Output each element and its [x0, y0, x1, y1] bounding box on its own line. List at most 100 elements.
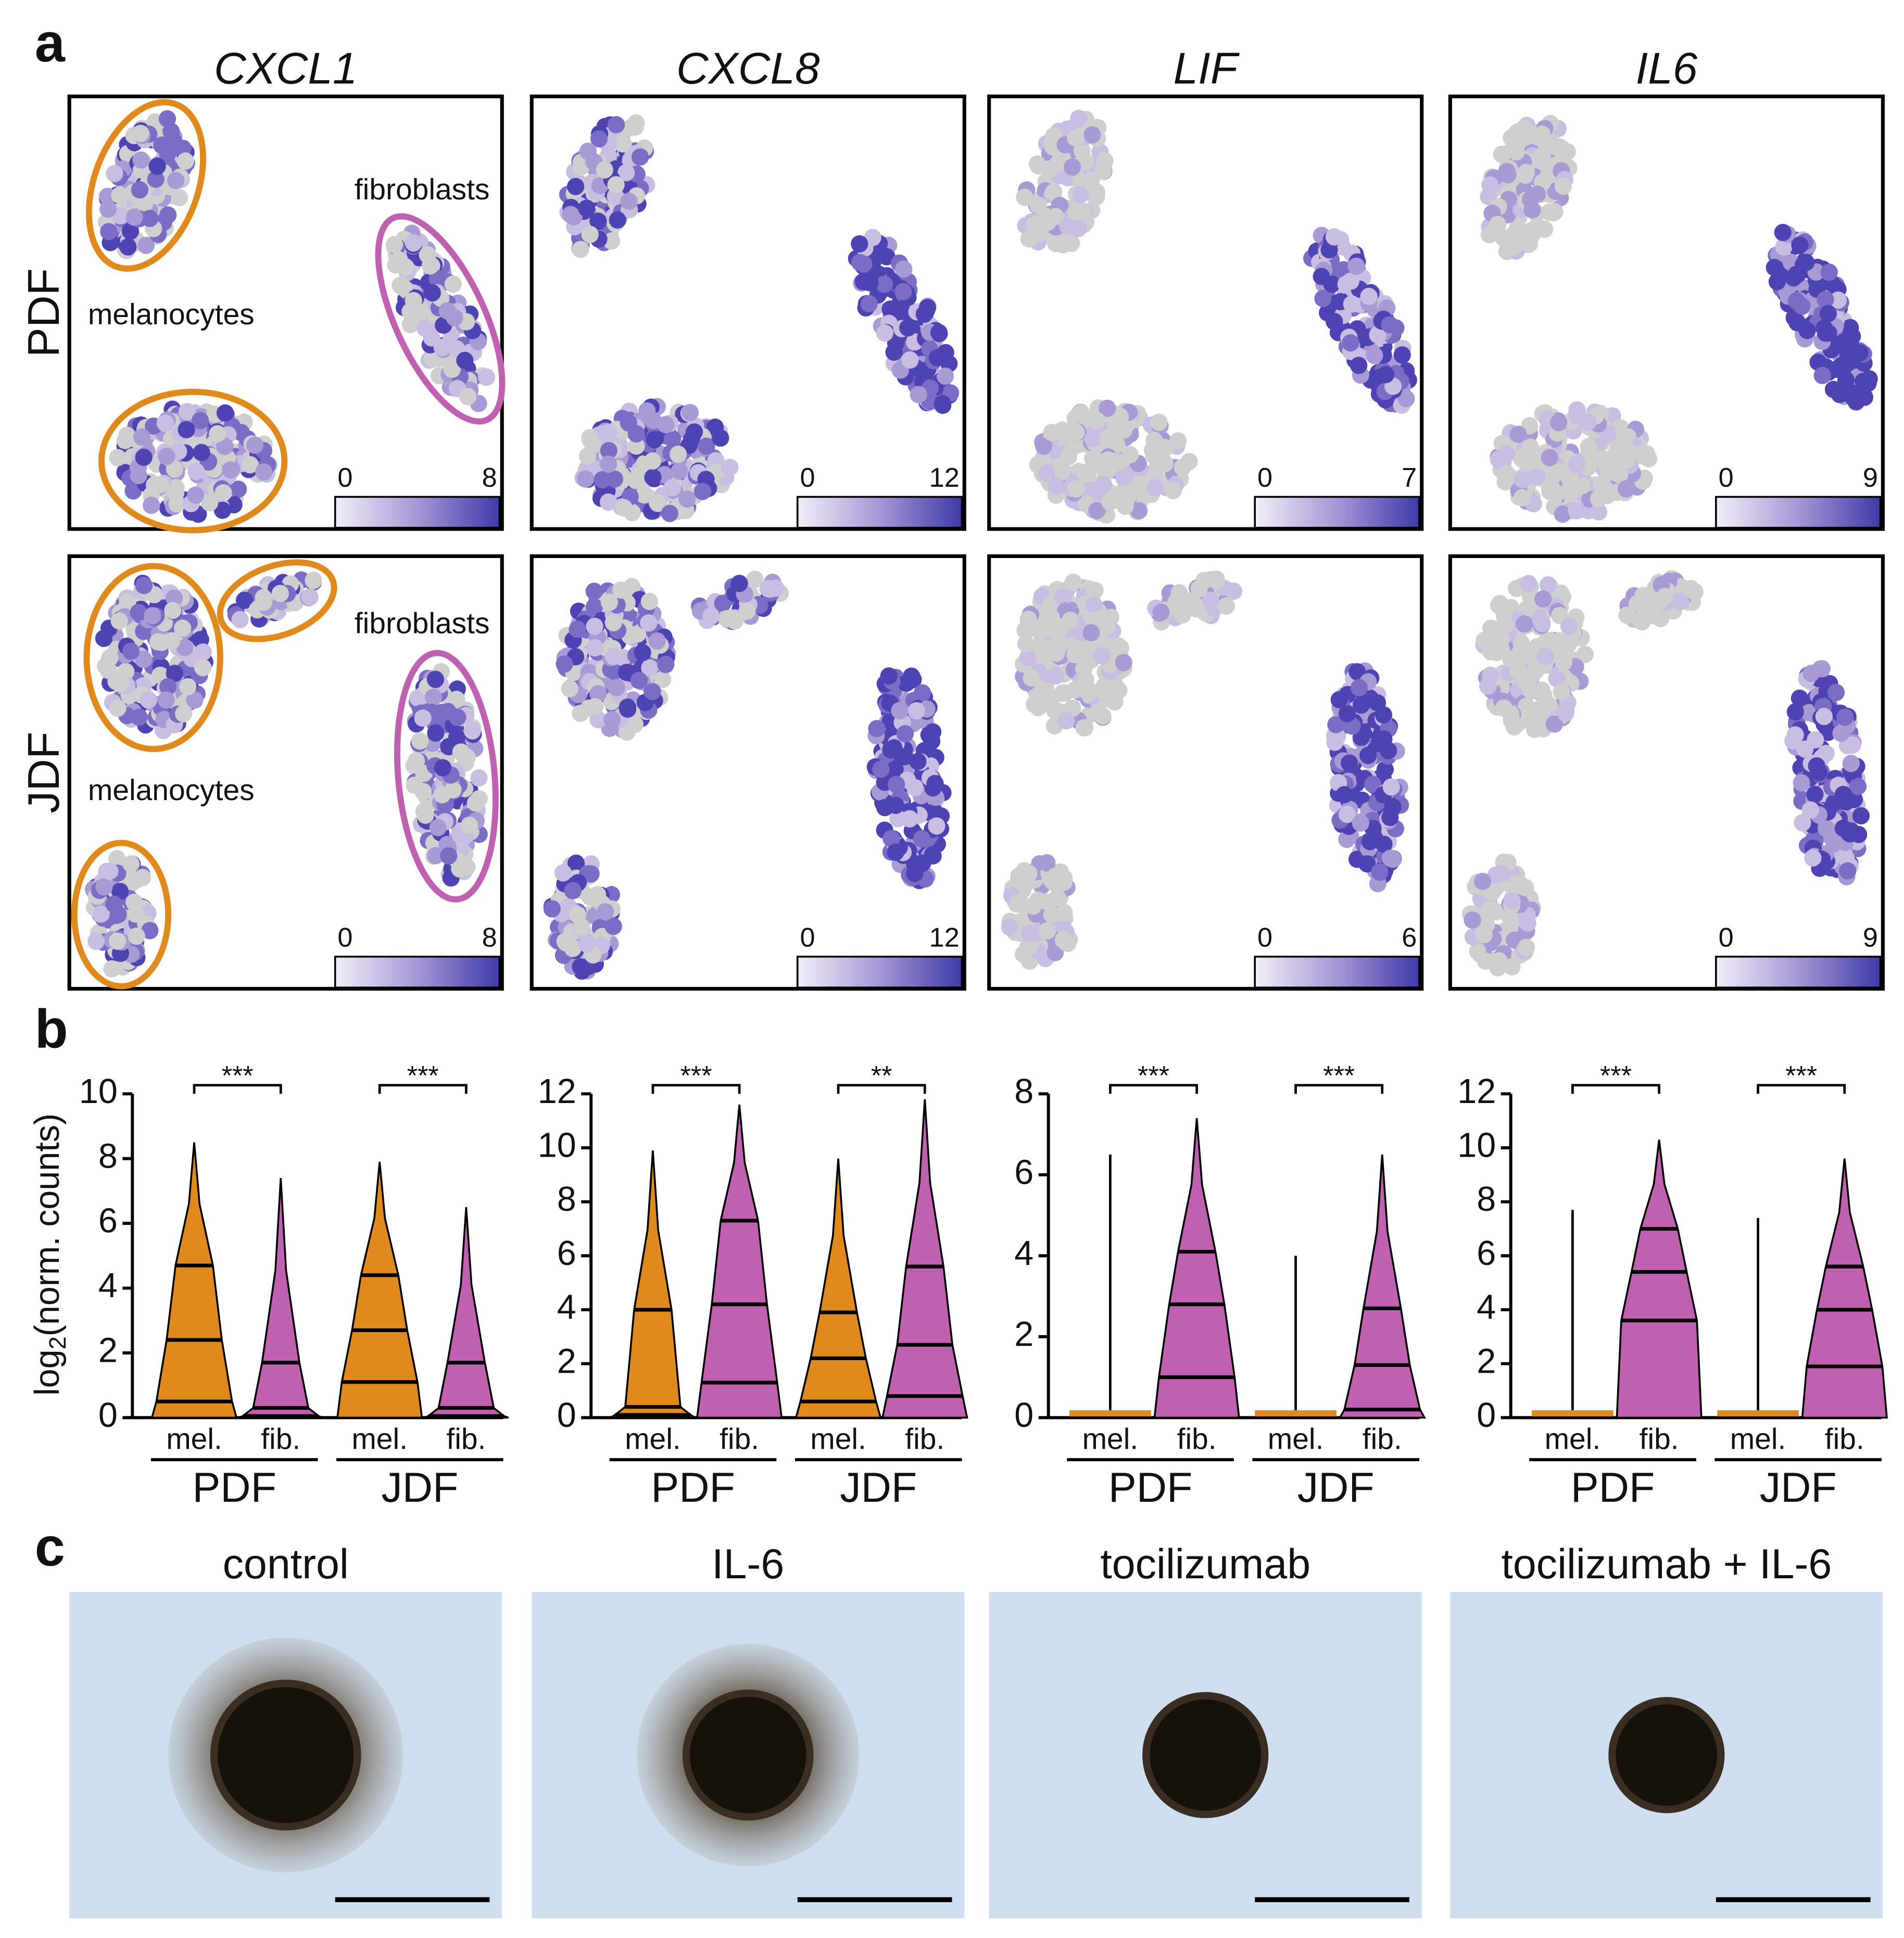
cell-dot: [1019, 649, 1037, 666]
cell-dot: [1017, 635, 1035, 653]
cell-dot: [148, 157, 166, 175]
colorbar-max: 9: [1863, 463, 1878, 493]
colorbar: [1715, 955, 1882, 989]
cell-dot: [1568, 407, 1586, 424]
x-tick-label: mel.: [625, 1423, 681, 1456]
cell-dot: [1808, 757, 1825, 775]
cell-dot: [1860, 370, 1878, 388]
cell-dot: [1054, 234, 1071, 252]
cell-dot: [627, 472, 645, 489]
cell-dot: [1369, 326, 1386, 344]
cell-dot: [1101, 493, 1119, 511]
cell-dot: [167, 172, 185, 189]
cell-cluster: [691, 571, 789, 630]
cell-dot: [860, 295, 878, 313]
cell-dot: [1020, 924, 1039, 942]
violin: [238, 1177, 324, 1419]
cell-dot: [121, 222, 140, 240]
x-tick-label: fib.: [905, 1423, 944, 1456]
cell-dot: [451, 860, 469, 878]
cell-dot: [1393, 346, 1411, 364]
x-tick-label: fib.: [1363, 1423, 1402, 1456]
cell-dot: [459, 388, 477, 406]
cell-dot: [1064, 573, 1082, 591]
cell-dot: [761, 580, 779, 598]
cell-dot: [95, 629, 113, 647]
cell-dot: [1815, 707, 1833, 725]
cell-dot: [607, 176, 625, 194]
cell-dot: [604, 917, 622, 935]
cluster-outline: [85, 99, 206, 272]
colorbar-max: 12: [929, 463, 960, 493]
cell-dot: [617, 664, 636, 681]
cell-dot: [1146, 479, 1164, 497]
cell-dot: [681, 403, 699, 422]
cell-dot: [1058, 217, 1076, 235]
cell-dot: [648, 493, 666, 512]
cell-dot: [1020, 865, 1038, 882]
cell-dot: [556, 655, 573, 673]
cell-dot: [606, 470, 624, 488]
cell-dot: [1024, 897, 1042, 915]
cell-dot: [231, 611, 249, 628]
cell-cluster: [1475, 575, 1594, 738]
cell-dot: [612, 581, 630, 599]
cell-dot: [132, 151, 150, 169]
cell-dot: [609, 211, 626, 229]
cell-dot: [901, 351, 919, 369]
cell-dot: [670, 446, 687, 463]
cell-dot: [579, 142, 597, 160]
cell-dot: [1094, 162, 1112, 180]
cell-cluster: [1461, 853, 1541, 977]
cell-cluster: [1326, 662, 1409, 893]
cell-dot: [631, 148, 649, 166]
cell-dot: [1545, 715, 1563, 733]
cell-dot: [1829, 291, 1847, 309]
cell-dot: [1514, 471, 1531, 488]
significance-label: ***: [1323, 1061, 1355, 1091]
cell-dot: [641, 659, 659, 677]
cell-dot: [401, 315, 419, 334]
cell-dot: [1019, 939, 1037, 956]
cell-dot: [1067, 480, 1085, 498]
cell-dot: [578, 447, 597, 465]
cell-dot: [599, 455, 617, 473]
colorbar-max: 9: [1863, 922, 1878, 953]
cell-dot: [1817, 819, 1835, 837]
cell-dot: [923, 732, 941, 750]
cell-dot: [1352, 696, 1370, 714]
cell-dot: [1047, 867, 1065, 885]
cell-dot: [175, 705, 193, 723]
cell-dot: [603, 711, 621, 729]
cell-dot: [1338, 705, 1356, 723]
cell-dot: [1517, 939, 1535, 956]
cell-dot: [443, 360, 461, 378]
cell-dot: [1174, 606, 1191, 624]
cell-cluster: [559, 114, 655, 258]
cell-dot: [1048, 644, 1065, 662]
cell-dot: [599, 424, 617, 441]
cell-dot: [1596, 479, 1614, 498]
cell-dot: [738, 602, 756, 620]
violin: [423, 1207, 509, 1419]
cell-dot: [851, 235, 868, 253]
cell-dot: [456, 351, 474, 369]
cell-dot: [132, 124, 149, 142]
y-tick-label: 10: [538, 1126, 576, 1165]
significance-label: **: [871, 1061, 892, 1091]
cell-dot: [876, 324, 893, 342]
cell-dot: [1533, 125, 1551, 143]
cell-dot: [187, 463, 205, 480]
cell-dot: [1116, 497, 1134, 515]
cell-dot: [627, 425, 645, 443]
cell-dot: [1152, 603, 1170, 621]
cell-cluster: [556, 578, 676, 741]
cell-dot: [1071, 186, 1089, 204]
cell-dot: [1096, 682, 1114, 700]
cell-dot: [236, 591, 254, 609]
cell-dot: [1381, 850, 1399, 867]
cell-dot: [664, 430, 682, 448]
cell-dot: [229, 480, 247, 498]
x-tick-label: fib.: [1177, 1423, 1217, 1456]
cell-dot: [166, 665, 184, 682]
